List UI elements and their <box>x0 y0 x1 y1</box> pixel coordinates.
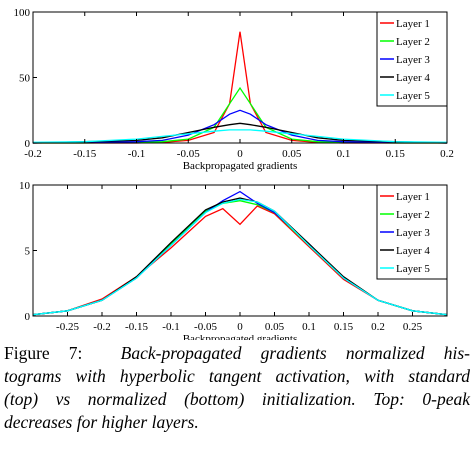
x-tick-label: -0.1 <box>128 148 145 160</box>
series-line <box>32 198 448 316</box>
caption: Figure 7: Back-propagated gradients norm… <box>4 342 470 434</box>
x-tick-label: -0.25 <box>56 321 79 333</box>
legend-label: Layer 1 <box>396 191 430 203</box>
x-tick-label: 0.15 <box>334 321 354 333</box>
x-tick-label: -0.1 <box>162 321 179 333</box>
x-tick-label: 0.1 <box>337 148 351 160</box>
x-axis-label: Backpropagated gradients <box>183 160 298 172</box>
caption-text: Back-propagated gradients normalized his… <box>120 343 470 363</box>
legend-label: Layer 1 <box>396 18 430 30</box>
x-tick-label: -0.05 <box>177 148 200 160</box>
legend-label: Layer 5 <box>396 263 430 275</box>
series-line <box>32 129 448 143</box>
caption-line: Figure 7: Back-propagated gradients norm… <box>4 342 470 365</box>
legend-label: Layer 4 <box>396 245 430 257</box>
y-tick-label: 10 <box>19 180 31 192</box>
y-tick-label: 5 <box>25 246 31 258</box>
x-tick-label: 0.25 <box>403 321 423 333</box>
series-line <box>32 109 448 144</box>
caption-line: (top) vs normalized (bottom) initializat… <box>4 388 470 411</box>
x-tick-label: 0.2 <box>440 148 454 160</box>
x-tick-label: -0.2 <box>93 321 110 333</box>
x-tick-label: -0.2 <box>24 148 41 160</box>
caption-line: decreases for higher layers. <box>4 411 470 434</box>
x-tick-label: 0 <box>237 321 243 333</box>
x-tick-label: 0.05 <box>282 148 302 160</box>
legend-label: Layer 2 <box>396 209 430 221</box>
series-line <box>32 122 448 144</box>
x-tick-label: -0.15 <box>73 148 96 160</box>
legend-label: Layer 5 <box>396 90 430 102</box>
figure: -0.2 -0.15 -0.1 -0.05 0 0.05 0.1 0.15 0.2050100B… <box>14 7 454 340</box>
x-tick-label: 0 <box>237 148 243 160</box>
y-tick-label: 0 <box>25 311 31 323</box>
caption-label: Figure 7: <box>4 343 83 363</box>
legend-label: Layer 4 <box>396 72 430 84</box>
caption-text: (top) vs normalized (bottom) initializat… <box>4 389 470 409</box>
x-tick-label: 0.1 <box>302 321 316 333</box>
y-tick-label: 50 <box>19 73 31 85</box>
y-tick-label: 100 <box>14 7 31 19</box>
caption-line: tograms with hyperbolic tangent activati… <box>4 365 470 388</box>
caption-text: decreases for higher layers. <box>4 412 199 432</box>
series-line <box>33 86 447 144</box>
legend-label: Layer 3 <box>396 227 430 239</box>
x-tick-label: 0.15 <box>386 148 406 160</box>
legend-label: Layer 2 <box>396 36 430 48</box>
y-tick-label: 0 <box>25 138 31 150</box>
x-tick-label: -0.05 <box>194 321 217 333</box>
caption-text: tograms with hyperbolic tangent activati… <box>4 366 470 386</box>
x-axis-label: Backpropagated gradients <box>183 333 298 340</box>
x-tick-label: 0.05 <box>265 321 285 333</box>
x-tick-label: -0.15 <box>125 321 148 333</box>
legend-label: Layer 3 <box>396 54 430 66</box>
x-tick-label: 0.2 <box>371 321 385 333</box>
